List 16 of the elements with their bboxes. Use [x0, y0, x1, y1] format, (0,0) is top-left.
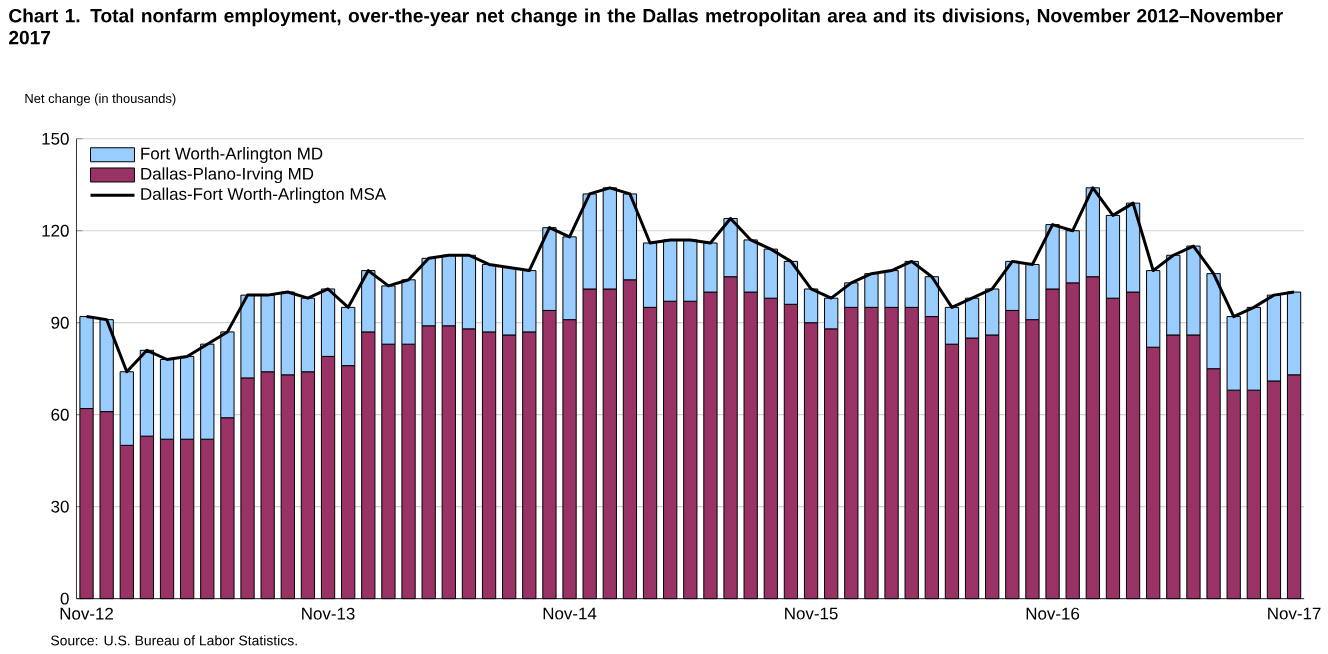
x-tick-label: Nov-15	[785, 607, 838, 620]
x-tick-label: Nov-12	[60, 607, 113, 620]
x-tick-label: Nov-17	[1268, 607, 1321, 620]
y-tick-label: 120	[42, 224, 69, 237]
x-tick-label: Nov-14	[543, 607, 597, 620]
y-tick-label: 90	[51, 316, 69, 329]
legend-label: Fort Worth-Arlington MD	[141, 147, 323, 163]
x-tick-label: Nov-16	[1026, 607, 1080, 620]
y-tick-label: 60	[51, 408, 69, 421]
chart-title: Chart 1. Total nonfarm employment, over-the-year net change in the Dallas metropolitan area and its divisions, November 2012–November 2017	[9, 8, 1283, 45]
x-tick-label: Nov-13	[302, 607, 355, 620]
y-tick-label: 30	[51, 500, 69, 513]
legend-label: Dallas-Fort Worth-Arlington MSA	[141, 187, 387, 204]
legend-label: Dallas-Plano-Irving MD	[141, 167, 314, 184]
y-tick-label: 0	[60, 592, 69, 605]
y-tick-label: 150	[42, 132, 69, 145]
